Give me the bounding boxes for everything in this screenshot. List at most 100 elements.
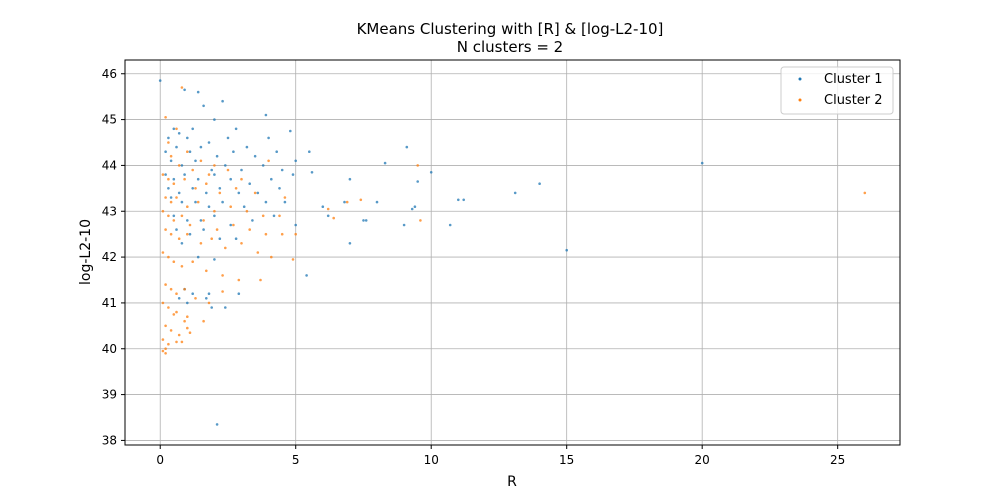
- data-point-cluster-2: [291, 258, 295, 261]
- data-point-cluster-1: [210, 306, 213, 309]
- x-axis-ticks: 0 5 10 15 20 25: [156, 445, 845, 467]
- data-point-cluster-2: [175, 127, 178, 131]
- data-point-cluster-1: [199, 145, 203, 149]
- data-point-cluster-1: [167, 136, 170, 140]
- data-point-cluster-2: [213, 209, 216, 213]
- data-point-cluster-2: [186, 150, 189, 153]
- data-point-cluster-1: [199, 219, 203, 222]
- data-point-cluster-1: [700, 161, 704, 165]
- data-point-cluster-2: [164, 324, 167, 328]
- x-tick-label: 20: [695, 453, 710, 467]
- data-point-cluster-1: [158, 79, 162, 82]
- data-point-cluster-1: [251, 219, 254, 222]
- data-point-cluster-1: [416, 180, 420, 183]
- data-point-cluster-2: [188, 223, 192, 227]
- data-point-cluster-2: [202, 319, 205, 323]
- data-points: [158, 79, 867, 426]
- data-point-cluster-2: [240, 242, 243, 245]
- y-tick-label: 38: [102, 433, 117, 447]
- data-point-cluster-1: [191, 127, 194, 131]
- data-point-cluster-2: [278, 214, 281, 218]
- data-point-cluster-1: [226, 136, 230, 140]
- data-point-cluster-1: [164, 173, 167, 176]
- data-point-cluster-1: [221, 200, 224, 204]
- data-point-cluster-1: [194, 200, 197, 204]
- x-tick-label: 10: [424, 453, 439, 467]
- data-point-cluster-1: [205, 297, 208, 300]
- data-point-cluster-2: [267, 159, 270, 163]
- data-point-cluster-2: [202, 219, 205, 222]
- data-point-cluster-1: [194, 159, 197, 163]
- y-tick-label: 40: [102, 342, 117, 356]
- data-point-cluster-2: [416, 164, 420, 167]
- data-point-cluster-1: [169, 196, 173, 199]
- data-point-cluster-2: [175, 196, 178, 199]
- data-point-cluster-1: [191, 187, 194, 190]
- data-point-cluster-1: [202, 228, 205, 231]
- data-point-cluster-2: [172, 182, 176, 185]
- y-tick-label: 39: [102, 388, 117, 402]
- data-point-cluster-1: [180, 164, 184, 167]
- data-point-cluster-2: [240, 177, 243, 181]
- data-point-cluster-1: [229, 177, 232, 181]
- data-point-cluster-2: [172, 260, 176, 264]
- data-point-cluster-1: [183, 173, 186, 176]
- data-point-cluster-1: [210, 168, 213, 172]
- data-point-cluster-1: [175, 145, 178, 149]
- data-point-cluster-1: [183, 88, 186, 92]
- data-point-cluster-2: [256, 251, 260, 254]
- data-point-cluster-1: [253, 154, 257, 158]
- data-point-cluster-1: [413, 205, 417, 208]
- data-point-cluster-1: [186, 219, 189, 222]
- data-point-cluster-1: [362, 219, 365, 222]
- data-point-cluster-1: [188, 150, 192, 153]
- data-point-cluster-2: [191, 260, 194, 264]
- y-axis-ticks: 38 39 40 41 42 43 44 45 46: [102, 67, 125, 447]
- data-point-cluster-1: [205, 191, 208, 195]
- data-point-cluster-2: [164, 347, 167, 351]
- data-point-cluster-2: [229, 205, 232, 208]
- data-point-cluster-2: [180, 265, 184, 268]
- data-point-cluster-1: [513, 191, 517, 195]
- data-point-cluster-1: [343, 200, 346, 204]
- data-point-cluster-2: [345, 200, 349, 204]
- data-point-cluster-1: [213, 118, 216, 121]
- data-point-cluster-2: [226, 168, 230, 172]
- data-point-cluster-2: [283, 196, 287, 199]
- data-point-cluster-1: [383, 161, 387, 165]
- data-point-cluster-1: [267, 136, 270, 140]
- x-tick-label: 0: [156, 453, 164, 467]
- data-point-cluster-2: [205, 182, 208, 185]
- data-point-cluster-2: [164, 196, 167, 199]
- data-point-cluster-2: [161, 251, 165, 254]
- data-point-cluster-2: [161, 209, 165, 213]
- data-point-cluster-1: [305, 274, 308, 277]
- data-point-cluster-1: [294, 223, 298, 227]
- data-point-cluster-2: [186, 315, 189, 319]
- data-point-cluster-2: [218, 191, 222, 195]
- data-point-cluster-2: [180, 340, 184, 344]
- data-point-cluster-2: [161, 301, 165, 305]
- data-point-cluster-2: [177, 164, 181, 167]
- data-point-cluster-1: [218, 237, 222, 240]
- data-point-cluster-1: [221, 99, 224, 103]
- data-point-cluster-2: [194, 297, 197, 300]
- data-point-cluster-1: [264, 113, 268, 117]
- data-point-cluster-2: [213, 164, 216, 167]
- data-point-cluster-2: [205, 269, 208, 273]
- data-point-cluster-1: [224, 306, 227, 309]
- data-point-cluster-1: [188, 232, 192, 236]
- data-point-cluster-1: [248, 182, 251, 185]
- data-point-cluster-2: [169, 329, 173, 332]
- data-point-cluster-2: [167, 177, 170, 181]
- data-point-cluster-2: [199, 159, 203, 163]
- data-point-cluster-1: [294, 159, 298, 163]
- data-point-cluster-1: [196, 255, 200, 259]
- data-point-cluster-2: [169, 200, 173, 204]
- data-point-cluster-2: [175, 310, 178, 314]
- data-point-cluster-2: [172, 219, 176, 222]
- data-point-cluster-2: [169, 232, 173, 236]
- data-point-cluster-2: [261, 214, 265, 218]
- x-tick-label: 5: [292, 453, 300, 467]
- data-point-cluster-1: [177, 132, 181, 135]
